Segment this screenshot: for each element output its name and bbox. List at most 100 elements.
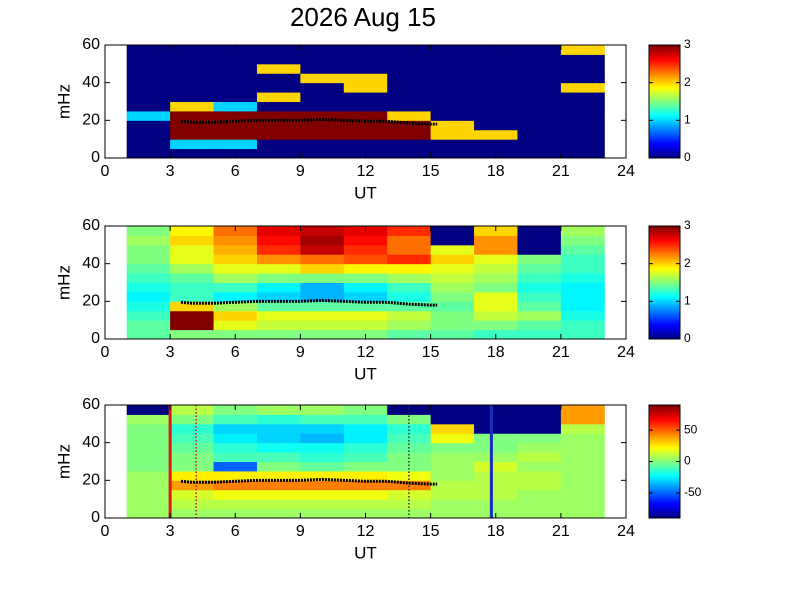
heat-cell bbox=[474, 310, 518, 321]
ridge-line bbox=[180, 117, 438, 126]
heat-cell bbox=[560, 101, 605, 112]
colorbar-segment bbox=[649, 78, 680, 81]
heat-cell bbox=[343, 235, 388, 246]
heat-cell bbox=[213, 414, 258, 425]
colorbar-segment bbox=[649, 331, 680, 335]
colorbar-segment bbox=[649, 472, 680, 475]
heat-cell bbox=[256, 120, 301, 131]
colorbar-segment bbox=[649, 103, 680, 106]
colorbar-segment bbox=[649, 261, 680, 264]
colorbar-segment bbox=[649, 231, 680, 234]
heat-cell bbox=[517, 282, 562, 293]
heat-cell bbox=[517, 273, 562, 283]
heat-cell bbox=[517, 508, 562, 519]
heat-cell bbox=[170, 226, 215, 236]
x-tick-label: 0 bbox=[101, 163, 110, 180]
heat-cell bbox=[256, 442, 301, 453]
colorbar-segment bbox=[649, 73, 680, 76]
colorbar-segment bbox=[649, 75, 680, 78]
colorbar-segment bbox=[649, 124, 680, 127]
heat-cell bbox=[126, 263, 171, 274]
colorbar-segment bbox=[649, 133, 680, 136]
heat-cell bbox=[474, 282, 518, 293]
heat-cell bbox=[560, 461, 605, 472]
colorbar-segment bbox=[649, 263, 680, 266]
heat-cell bbox=[517, 433, 562, 444]
heat-cell bbox=[430, 310, 475, 321]
heat-cell bbox=[474, 423, 518, 434]
heat-cell bbox=[387, 254, 432, 265]
heat-cell bbox=[256, 45, 301, 55]
colorbar-segment bbox=[649, 135, 680, 138]
heat-cell bbox=[560, 320, 605, 331]
heat-cell bbox=[170, 329, 215, 340]
heat-cell bbox=[256, 499, 301, 510]
heat-cell bbox=[560, 499, 605, 510]
colorbar-segment bbox=[649, 117, 680, 120]
heat-cell bbox=[560, 129, 605, 140]
colorbar-segment bbox=[649, 87, 680, 90]
heat-cell bbox=[256, 92, 301, 102]
heat-cell bbox=[474, 301, 518, 312]
heat-cell bbox=[170, 282, 215, 293]
heat-cell bbox=[517, 489, 562, 500]
colorbar-segment bbox=[649, 465, 680, 468]
heat-cell bbox=[474, 499, 518, 510]
heat-cell bbox=[430, 320, 475, 331]
heat-cell bbox=[474, 235, 518, 246]
heat-cell bbox=[560, 442, 605, 453]
heat-cell bbox=[126, 273, 171, 283]
heat-cell bbox=[256, 63, 301, 74]
heat-cell bbox=[430, 226, 475, 236]
colorbar-segment bbox=[649, 284, 680, 287]
colorbar-segment bbox=[649, 99, 680, 102]
heat-cell bbox=[474, 110, 518, 121]
heat-cell bbox=[517, 235, 562, 246]
colorbar-segment bbox=[649, 266, 680, 269]
x-tick-label: 3 bbox=[166, 163, 175, 180]
heat-cell bbox=[126, 82, 171, 93]
heat-cell bbox=[430, 301, 475, 312]
colorbar-segment bbox=[649, 110, 680, 113]
heat-cell bbox=[300, 414, 345, 425]
colorbar-segment bbox=[649, 136, 680, 139]
heat-cell bbox=[126, 73, 171, 84]
heat-cell bbox=[430, 110, 475, 121]
heat-cell bbox=[126, 405, 171, 415]
colorbar-segment bbox=[649, 293, 680, 296]
colorbar-segment bbox=[649, 431, 680, 434]
colorbar-segment bbox=[649, 454, 680, 457]
heat-cell bbox=[126, 291, 171, 302]
heat-cell bbox=[300, 101, 345, 112]
heat-cell bbox=[430, 263, 475, 274]
heat-cell bbox=[300, 282, 345, 293]
heat-cell bbox=[387, 480, 432, 491]
heat-cell bbox=[170, 273, 215, 283]
y-axis-label: mHz bbox=[54, 444, 73, 479]
colorbar-segment bbox=[649, 415, 680, 418]
colorbar-segment bbox=[649, 514, 680, 517]
heat-cell bbox=[256, 73, 301, 84]
heat-cell bbox=[343, 489, 388, 500]
heat-cell bbox=[430, 405, 475, 415]
colorbar-segment bbox=[649, 412, 680, 415]
heat-cell bbox=[387, 139, 432, 150]
colorbar-segment bbox=[649, 449, 680, 452]
x-tick-label: 0 bbox=[101, 344, 110, 361]
heat-cell bbox=[126, 54, 171, 65]
heat-cell bbox=[343, 129, 388, 140]
heat-cell bbox=[300, 291, 345, 302]
heat-cell bbox=[256, 301, 301, 312]
heat-cell bbox=[300, 63, 345, 74]
heat-cell bbox=[387, 148, 432, 159]
heat-cell bbox=[474, 320, 518, 331]
colorbar-segment bbox=[649, 424, 680, 427]
colorbar-tick-label: 0 bbox=[684, 150, 691, 164]
heat-cell bbox=[387, 329, 432, 340]
colorbar-segment bbox=[649, 503, 680, 507]
y-tick-label: 40 bbox=[82, 434, 100, 451]
heat-cell bbox=[560, 235, 605, 246]
heat-cell bbox=[126, 139, 171, 150]
heat-cell bbox=[213, 82, 258, 93]
x-tick-label: 24 bbox=[617, 344, 635, 361]
